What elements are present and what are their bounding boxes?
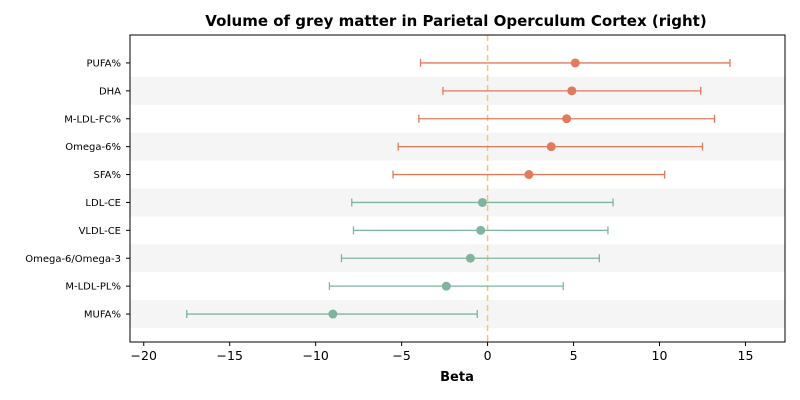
x-tick-label: 0 [484,348,492,363]
y-tick-label: SFA% [93,170,121,181]
row-2 [418,114,716,124]
point-estimate [477,197,487,207]
row-4 [392,170,666,180]
row-8 [328,281,564,291]
x-tick-label: −10 [302,348,328,363]
y-tick-label: Omega-6% [65,142,121,153]
x-tick-label: −20 [131,348,157,363]
point-estimate [562,114,572,124]
y-tick-label: M-LDL-FC% [64,114,121,125]
y-tick-label: PUFA% [86,58,121,69]
x-tick-label: 15 [738,348,754,363]
axes [129,34,786,343]
point-estimate [546,142,556,152]
point-estimate [328,309,338,319]
row-9 [186,309,478,319]
data-rows [186,58,731,319]
x-tick-label: 5 [570,348,578,363]
x-tick-label: −15 [217,348,243,363]
x-tick-label: −5 [392,348,410,363]
y-tick-label: DHA [99,86,121,97]
point-estimate [570,58,580,68]
y-tick-label: M-LDL-PL% [65,282,121,293]
x-ticks: −20 −15 −10 −5 0 5 10 15 [131,342,754,363]
point-estimate [476,225,486,235]
y-tick-label: VLDL-CE [79,226,121,237]
plot-frame [129,34,786,343]
x-tick-label: 10 [652,348,668,363]
row-7 [340,253,600,263]
row-0 [419,58,731,68]
row-3 [397,142,704,152]
y-tick-label: Omega-6/Omega-3 [25,254,121,265]
point-estimate [441,281,451,291]
x-axis-label: Beta [440,370,474,385]
row-5 [351,197,614,207]
row-6 [352,225,609,235]
chart-title: Volume of grey matter in Parietal Opercu… [205,12,706,30]
point-estimate [567,86,577,96]
point-estimate [465,253,475,263]
point-estimate [524,170,534,180]
row-1 [442,86,702,96]
y-tick-label: MUFA% [84,310,121,321]
y-tick-label: LDL-CE [85,198,121,209]
y-tick-labels: PUFA% DHA M-LDL-FC% Omega-6% SFA% LDL-CE VLDL-… [25,58,130,321]
